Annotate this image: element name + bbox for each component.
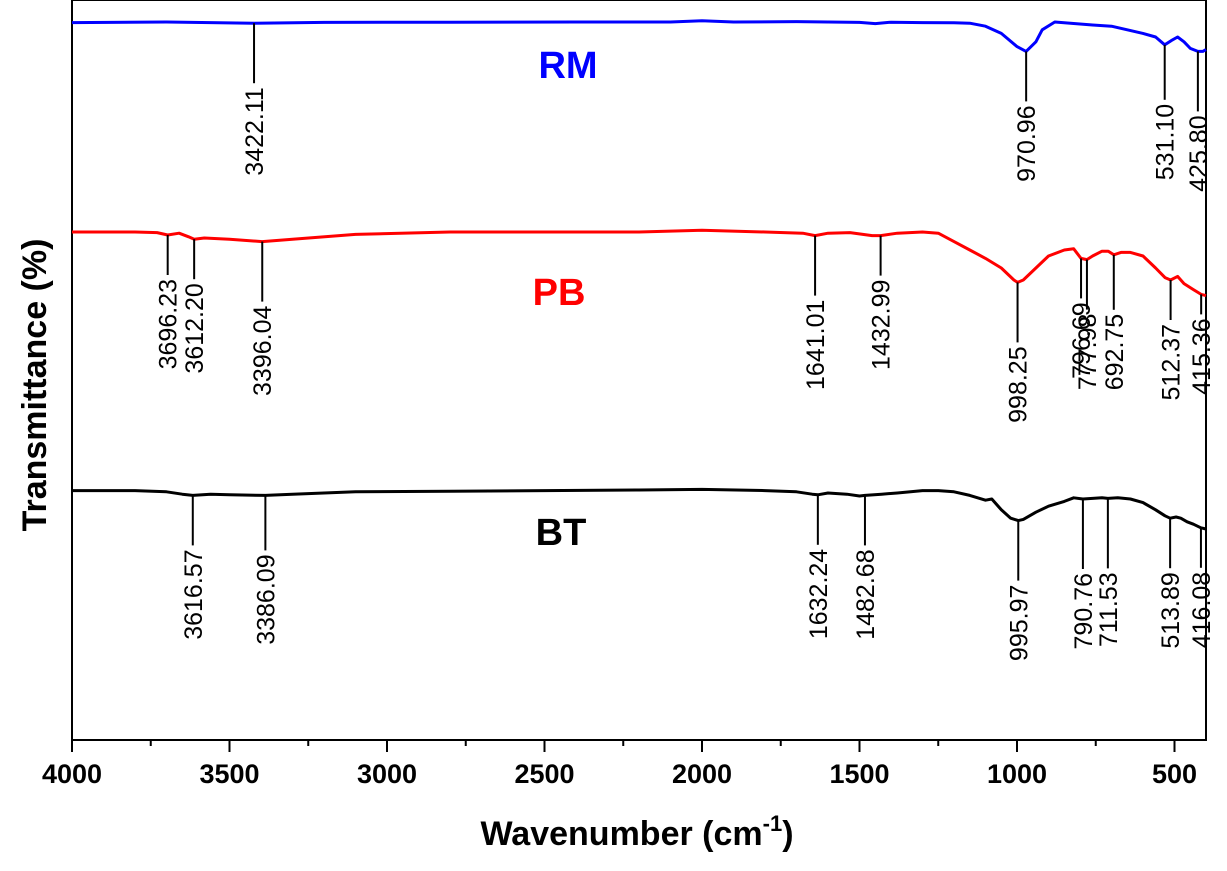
peak-label: 416.08 bbox=[1188, 572, 1216, 648]
peak-label: 531.10 bbox=[1152, 104, 1180, 180]
x-tick-label: 1500 bbox=[829, 759, 889, 789]
x-tick-label: 2500 bbox=[514, 759, 574, 789]
series-layer bbox=[71, 19, 1207, 531]
peak-label: 790.76 bbox=[1070, 573, 1098, 649]
peak-label: 796.69 bbox=[1068, 302, 1096, 378]
peak-label: 3396.04 bbox=[249, 306, 277, 396]
x-axis-ticks: 4000 3500 3000 2500 2000 1500 1000 500 bbox=[42, 740, 1197, 789]
y-axis-title: Transmittance (%) bbox=[16, 239, 54, 532]
x-tick-label: 3000 bbox=[357, 759, 417, 789]
peak-label: 3422.11 bbox=[241, 87, 269, 176]
x-tick-label: 4000 bbox=[42, 759, 102, 789]
peak-label: 1641.01 bbox=[802, 300, 830, 390]
plot-frame bbox=[71, 0, 1207, 741]
peak-label: 692.75 bbox=[1101, 314, 1129, 390]
x-axis-title-main: Wavenumber (cm bbox=[480, 815, 762, 853]
peak-label: 513.89 bbox=[1157, 572, 1185, 648]
peak-label: 415.36 bbox=[1188, 318, 1216, 394]
series-line-rm bbox=[71, 19, 1207, 53]
series-line-pb bbox=[72, 228, 1207, 298]
peak-label: 1632.24 bbox=[805, 549, 833, 639]
peak-label: 711.53 bbox=[1095, 572, 1123, 647]
series-line-bt bbox=[72, 487, 1207, 531]
peak-label: 998.25 bbox=[1005, 346, 1033, 422]
peak-label: 3386.09 bbox=[252, 554, 280, 644]
peak-label: 3616.57 bbox=[180, 549, 208, 639]
peak-label: 3696.23 bbox=[155, 279, 183, 369]
peak-label: 425.80 bbox=[1185, 115, 1213, 191]
x-tick-label: 3500 bbox=[199, 759, 259, 789]
series-label-bt: BT bbox=[536, 512, 587, 554]
x-axis-title: Wavenumber (cm-1) bbox=[480, 811, 793, 853]
peak-label: 995.97 bbox=[1005, 585, 1033, 661]
peak-label: 1432.99 bbox=[868, 280, 896, 370]
x-axis-title-superscript: -1 bbox=[763, 811, 783, 836]
series-labels: RM PB BT bbox=[533, 45, 598, 554]
peak-label: 777.98 bbox=[1074, 314, 1102, 390]
peak-label: 1482.68 bbox=[852, 549, 880, 639]
x-tick-label: 2000 bbox=[672, 759, 732, 789]
x-tick-label: 500 bbox=[1152, 759, 1197, 789]
series-label-rm: RM bbox=[538, 45, 597, 87]
peak-label: 512.37 bbox=[1158, 324, 1186, 400]
peak-label: 3612.20 bbox=[181, 283, 209, 373]
peak-label: 970.96 bbox=[1013, 105, 1041, 181]
series-label-pb: PB bbox=[533, 272, 586, 314]
x-tick-label: 1000 bbox=[987, 759, 1047, 789]
x-axis-title-close: ) bbox=[782, 815, 793, 853]
